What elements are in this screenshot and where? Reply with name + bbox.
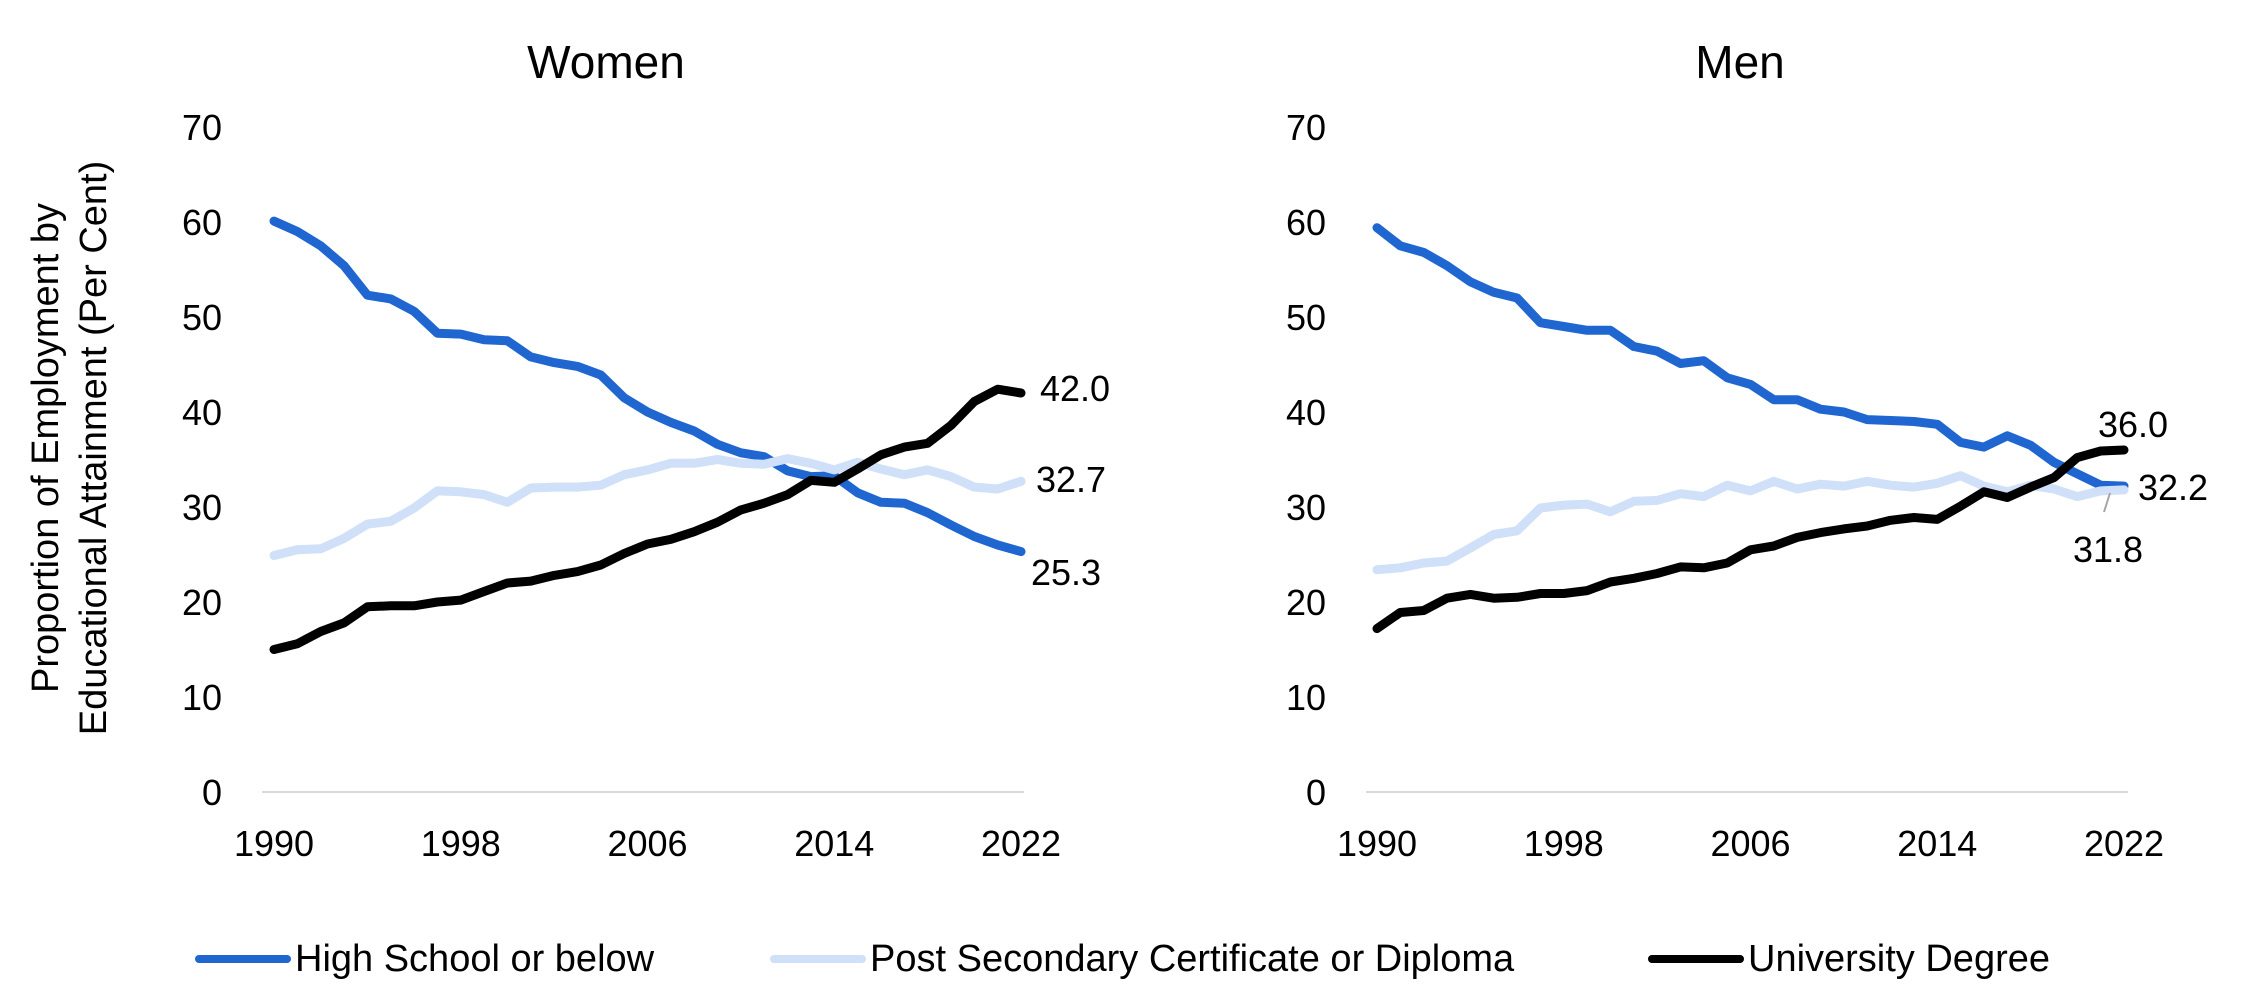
x-tick-label: 1998 [1524,823,1604,864]
x-ticks-men: 1990 1998 2006 2014 2022 [1337,823,2164,864]
data-labels-women: 42.0 32.7 25.3 [1031,368,1110,593]
chart-title-men: Men [1695,36,1784,88]
x-tick-label: 2006 [607,823,687,864]
y-tick-label: 0 [1306,772,1326,813]
y-tick-label: 40 [182,392,222,433]
x-tick-label: 2006 [1710,823,1790,864]
y-tick-label: 50 [1286,297,1326,338]
series-line-post-secondary-women [269,454,1026,560]
x-ticks-women: 1990 1998 2006 2014 2022 [234,823,1061,864]
y-ticks-women: 0 10 20 30 40 50 60 70 [182,107,222,813]
y-tick-label: 10 [182,677,222,718]
chart-title-women: Women [527,36,685,88]
y-axis-title-line-2: Educational Attainment (Per Cent) [73,161,115,736]
legend-item-university-degree: University Degree [1648,935,2050,983]
series-men [1372,223,2129,634]
legend-swatch-high-school [195,955,291,963]
y-tick-label: 70 [182,107,222,148]
y-ticks-men: 0 10 20 30 40 50 60 70 [1286,107,1326,813]
legend-swatch-university-degree [1648,955,1744,963]
x-tick-label: 2022 [2084,823,2164,864]
legend-label-high-school: High School or below [295,938,655,980]
legend-label-university-degree: University Degree [1748,938,2050,980]
y-tick-label: 60 [182,202,222,243]
label-post-secondary-women: 32.7 [1036,459,1106,500]
y-tick-label: 30 [1286,487,1326,528]
chart-men: Men 0 10 20 30 40 50 60 70 1990 1998 2006 2014 2022… [1286,36,2208,864]
y-axis-title-line-1: Proportion of Employment by [25,203,67,693]
legend-label-post-secondary: Post Secondary Certificate or Diploma [870,938,1515,980]
label-university-degree-women: 42.0 [1040,368,1110,409]
x-tick-label: 2014 [1897,823,1977,864]
y-tick-label: 0 [202,772,222,813]
series-line-high-school-men [1372,223,2129,491]
y-tick-label: 50 [182,297,222,338]
label-high-school-women: 25.3 [1031,552,1101,593]
label-high-school-men: 32.2 [2138,467,2208,508]
y-axis-title: Proportion of Employment by Educational … [25,161,115,736]
series-women [269,216,1026,654]
x-tick-label: 1990 [234,823,314,864]
series-line-high-school-women [269,216,1026,557]
series-line-university-degree-women [269,384,1026,654]
data-labels-men: 36.0 32.2 31.8 [2073,404,2208,570]
chart-women: Women 0 10 20 30 40 50 60 70 1990 1998 2006 2014 20… [182,36,1110,864]
y-tick-label: 20 [182,582,222,623]
x-tick-label: 2014 [794,823,874,864]
series-line-post-secondary-men [1372,471,2129,575]
label-post-secondary-men: 31.8 [2073,529,2143,570]
x-tick-label: 1998 [421,823,501,864]
legend-item-post-secondary: Post Secondary Certificate or Diploma [770,935,1514,983]
x-tick-label: 1990 [1337,823,1417,864]
leader-line-post-secondary-men [2103,492,2111,513]
series-line-university-degree-men [1372,445,2129,634]
label-university-degree-men: 36.0 [2098,404,2168,445]
legend-item-high-school: High School or below [195,935,654,983]
y-tick-label: 40 [1286,392,1326,433]
x-tick-label: 2022 [981,823,1061,864]
legend-swatch-post-secondary [770,955,866,963]
y-tick-label: 20 [1286,582,1326,623]
y-tick-label: 30 [182,487,222,528]
y-tick-label: 60 [1286,202,1326,243]
y-tick-label: 10 [1286,677,1326,718]
legend: High School or below Post Secondary Cert… [0,935,2253,983]
y-tick-label: 70 [1286,107,1326,148]
